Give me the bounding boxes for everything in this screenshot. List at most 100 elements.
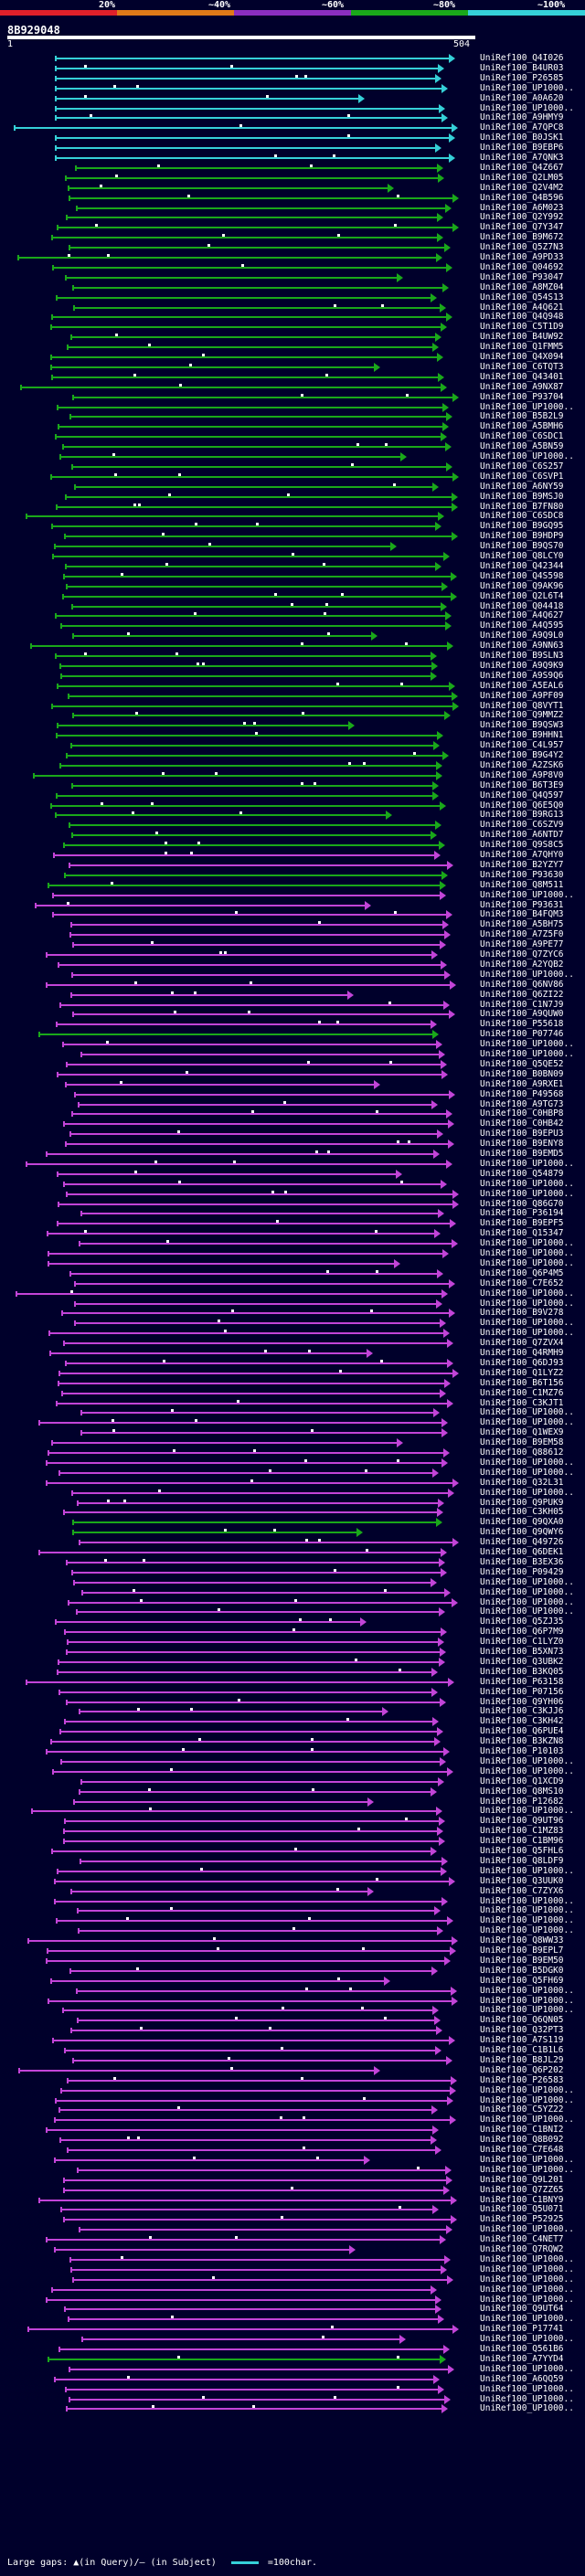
alignment-hit-row[interactable]: UniRef100_Q49726: [0, 1537, 585, 1548]
hit-accession-label[interactable]: UniRef100_Q54879: [480, 1168, 564, 1179]
hit-accession-label[interactable]: UniRef100_UP1000..: [480, 1915, 574, 1926]
alignment-hit-row[interactable]: UniRef100_UP1000..: [0, 1986, 585, 1996]
hit-accession-label[interactable]: UniRef100_Q6NV86: [480, 979, 564, 990]
alignment-hit-row[interactable]: UniRef100_UP1000..: [0, 1288, 585, 1299]
hit-accession-label[interactable]: UniRef100_B9GQ95: [480, 521, 564, 532]
alignment-hit-row[interactable]: UniRef100_C7ZYX6: [0, 1886, 585, 1896]
hit-accession-label[interactable]: UniRef100_UP1000..: [480, 2263, 574, 2274]
hit-accession-label[interactable]: UniRef100_C4NET7: [480, 2234, 564, 2245]
alignment-hit-row[interactable]: UniRef100_Q9PUK9: [0, 1498, 585, 1508]
alignment-hit-row[interactable]: UniRef100_B5B2L9: [0, 411, 585, 422]
alignment-hit-row[interactable]: UniRef100_UP1000..: [0, 1606, 585, 1617]
hit-accession-label[interactable]: UniRef100_C3KJT1: [480, 1397, 564, 1408]
hit-accession-label[interactable]: UniRef100_C7E652: [480, 1277, 564, 1288]
alignment-hit-row[interactable]: UniRef100_Q04418: [0, 601, 585, 611]
alignment-hit-row[interactable]: UniRef100_Q15347: [0, 1228, 585, 1239]
alignment-hit-row[interactable]: UniRef100_A9P8V0: [0, 770, 585, 780]
hit-accession-label[interactable]: UniRef100_Q88612: [480, 1447, 564, 1458]
hit-accession-label[interactable]: UniRef100_Q1FMM5: [480, 342, 564, 353]
alignment-hit-row[interactable]: UniRef100_A8MZ04: [0, 282, 585, 292]
hit-accession-label[interactable]: UniRef100_C1LYZ0: [480, 1637, 564, 1648]
alignment-hit-row[interactable]: UniRef100_B4FQM3: [0, 909, 585, 920]
hit-accession-label[interactable]: UniRef100_UP1000..: [480, 1467, 574, 1478]
alignment-hit-row[interactable]: UniRef100_UP1000..: [0, 1468, 585, 1478]
alignment-hit-row[interactable]: UniRef100_C3KH05: [0, 1507, 585, 1518]
alignment-hit-row[interactable]: UniRef100_UP1000..: [0, 2254, 585, 2264]
alignment-hit-row[interactable]: UniRef100_B0JSK1: [0, 133, 585, 143]
alignment-hit-row[interactable]: UniRef100_C6SDC1: [0, 431, 585, 442]
alignment-hit-row[interactable]: UniRef100_Q9S8C5: [0, 840, 585, 851]
alignment-hit-row[interactable]: UniRef100_P93704: [0, 392, 585, 402]
hit-accession-label[interactable]: UniRef100_Q8B092: [480, 2135, 564, 2146]
alignment-hit-row[interactable]: UniRef100_A7Z5F0: [0, 929, 585, 940]
hit-accession-label[interactable]: UniRef100_A7QNK3: [480, 153, 564, 163]
alignment-hit-row[interactable]: UniRef100_P07746: [0, 1029, 585, 1040]
alignment-hit-row[interactable]: UniRef100_Q8LDF9: [0, 1856, 585, 1866]
hit-accession-label[interactable]: UniRef100_A4Q627: [480, 610, 564, 621]
alignment-hit-row[interactable]: UniRef100_Q1WEX9: [0, 1427, 585, 1438]
alignment-hit-row[interactable]: UniRef100_B9EPL7: [0, 1945, 585, 1956]
hit-accession-label[interactable]: UniRef100_Q6PUE4: [480, 1726, 564, 1737]
hit-accession-label[interactable]: UniRef100_A8MZ04: [480, 281, 564, 292]
hit-accession-label[interactable]: UniRef100_B9EBP6: [480, 143, 564, 154]
alignment-hit-row[interactable]: UniRef100_P52925: [0, 2214, 585, 2225]
hit-accession-label[interactable]: UniRef100_Q1LYZ2: [480, 1367, 564, 1378]
alignment-hit-row[interactable]: UniRef100_P93630: [0, 870, 585, 880]
alignment-hit-row[interactable]: UniRef100_UP1000..: [0, 2274, 585, 2284]
hit-accession-label[interactable]: UniRef100_C7E648: [480, 2145, 564, 2155]
alignment-hit-row[interactable]: UniRef100_P63158: [0, 1677, 585, 1687]
alignment-hit-row[interactable]: UniRef100_UP1000..: [0, 402, 585, 412]
alignment-hit-row[interactable]: UniRef100_A9NX87: [0, 382, 585, 392]
alignment-hit-row[interactable]: UniRef100_P55618: [0, 1019, 585, 1030]
alignment-hit-row[interactable]: UniRef100_Q4Q948: [0, 312, 585, 323]
alignment-hit-row[interactable]: UniRef100_B9QS70: [0, 541, 585, 552]
hit-accession-label[interactable]: UniRef100_C6SZV9: [480, 820, 564, 831]
alignment-hit-row[interactable]: UniRef100_B9G4Y2: [0, 750, 585, 760]
hit-accession-label[interactable]: UniRef100_UP1000..: [480, 102, 574, 113]
alignment-hit-row[interactable]: UniRef100_Q88612: [0, 1447, 585, 1458]
alignment-hit-row[interactable]: UniRef100_Q7ZVX4: [0, 1338, 585, 1349]
hit-accession-label[interactable]: UniRef100_UP1000..: [480, 1039, 574, 1050]
alignment-hit-row[interactable]: UniRef100_A9HMY9: [0, 112, 585, 123]
hit-accession-label[interactable]: UniRef100_B4FQM3: [480, 909, 564, 920]
hit-accession-label[interactable]: UniRef100_UP1000..: [480, 82, 574, 93]
hit-accession-label[interactable]: UniRef100_P93630: [480, 869, 564, 880]
hit-accession-label[interactable]: UniRef100_UP1000..: [480, 2164, 574, 2175]
alignment-hit-row[interactable]: UniRef100_P12682: [0, 1797, 585, 1807]
hit-accession-label[interactable]: UniRef100_UP1000..: [480, 1158, 574, 1169]
alignment-hit-row[interactable]: UniRef100_A9Q9L0: [0, 631, 585, 641]
hit-accession-label[interactable]: UniRef100_Q86G70: [480, 1198, 564, 1209]
alignment-hit-row[interactable]: UniRef100_C3KH42: [0, 1716, 585, 1727]
hit-accession-label[interactable]: UniRef100_B6T156: [480, 1377, 564, 1388]
alignment-hit-row[interactable]: UniRef100_Q9QWY6: [0, 1527, 585, 1538]
alignment-hit-row[interactable]: UniRef100_Q6E5Q0: [0, 800, 585, 811]
alignment-hit-row[interactable]: UniRef100_A9PE77: [0, 939, 585, 950]
alignment-hit-row[interactable]: UniRef100_Q8WW33: [0, 1935, 585, 1946]
alignment-hit-row[interactable]: UniRef100_A9TG73: [0, 1099, 585, 1109]
hit-accession-label[interactable]: UniRef100_B8JL29: [480, 2054, 564, 2065]
hit-accession-label[interactable]: UniRef100_C0HB42: [480, 1118, 564, 1129]
hit-accession-label[interactable]: UniRef100_P26585: [480, 72, 564, 83]
alignment-hit-row[interactable]: UniRef100_UP1000..: [0, 2364, 585, 2374]
hit-accession-label[interactable]: UniRef100_C6S257: [480, 461, 564, 472]
alignment-hit-row[interactable]: UniRef100_Q9MMZ2: [0, 710, 585, 721]
hit-accession-label[interactable]: UniRef100_UP1000..: [480, 1298, 574, 1309]
alignment-hit-row[interactable]: UniRef100_Q32L31: [0, 1478, 585, 1488]
alignment-hit-row[interactable]: UniRef100_UP1000..: [0, 1189, 585, 1199]
hit-accession-label[interactable]: UniRef100_Q4Q948: [480, 312, 564, 323]
alignment-hit-row[interactable]: UniRef100_UP1000..: [0, 2284, 585, 2295]
alignment-hit-row[interactable]: UniRef100_B9GQ95: [0, 521, 585, 532]
hit-accession-label[interactable]: UniRef100_Q6P7M9: [480, 1627, 564, 1638]
hit-accession-label[interactable]: UniRef100_P36194: [480, 1208, 564, 1219]
hit-accession-label[interactable]: UniRef100_UP1000..: [480, 2314, 574, 2325]
hit-accession-label[interactable]: UniRef100_UP1000..: [480, 1905, 574, 1916]
hit-accession-label[interactable]: UniRef100_Q2L6T4: [480, 590, 564, 601]
alignment-hit-row[interactable]: UniRef100_A7QPC8: [0, 122, 585, 133]
hit-accession-label[interactable]: UniRef100_Q9AK96: [480, 580, 564, 591]
hit-accession-label[interactable]: UniRef100_UP1000..: [480, 1417, 574, 1428]
alignment-hit-row[interactable]: UniRef100_P36194: [0, 1208, 585, 1219]
hit-accession-label[interactable]: UniRef100_UP1000..: [480, 2363, 574, 2374]
alignment-hit-row[interactable]: UniRef100_UP1000..: [0, 451, 585, 461]
alignment-hit-row[interactable]: UniRef100_Q2Y992: [0, 212, 585, 223]
alignment-hit-row[interactable]: UniRef100_UP1000..: [0, 1577, 585, 1587]
